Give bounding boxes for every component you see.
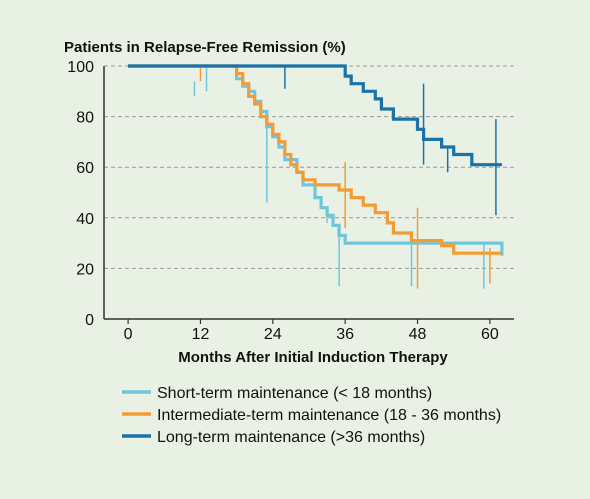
axes <box>103 66 514 320</box>
y-axis-label: Patients in Relapse-Free Remission (%) <box>64 39 346 56</box>
x-tick-label: 60 <box>481 326 499 343</box>
series-line <box>128 64 502 167</box>
x-axis-label: Months After Initial Induction Therapy <box>178 349 448 366</box>
x-tick-label: 0 <box>124 326 133 343</box>
grid-lines <box>104 65 514 269</box>
tick-labels: 0 20 40 60 80 100 0 12 24 36 48 60 <box>67 59 499 343</box>
x-tick-label: 12 <box>192 326 210 343</box>
series-group-0 <box>128 64 504 289</box>
x-tick-label: 48 <box>409 326 427 343</box>
x-tick-label: 36 <box>336 326 354 343</box>
y-tick-label: 20 <box>76 261 94 278</box>
legend-label: Short-term maintenance (< 18 months) <box>157 385 432 402</box>
y-tick-label: 80 <box>76 110 94 127</box>
legend-label: Long-term maintenance (>36 months) <box>157 429 425 446</box>
series-lines <box>128 64 504 289</box>
y-tick-label: 100 <box>67 59 94 76</box>
series-group-1 <box>128 64 502 289</box>
series-line <box>128 64 504 256</box>
legend: Short-term maintenance (< 18 months) Inte… <box>122 385 501 446</box>
series-line <box>128 64 502 255</box>
y-tick-label: 0 <box>85 312 94 329</box>
y-tick-label: 40 <box>76 211 94 228</box>
series-group-2 <box>128 64 502 216</box>
x-tick-label: 24 <box>264 326 282 343</box>
y-tick-label: 60 <box>76 160 94 177</box>
legend-label: Intermediate-term maintenance (18 - 36 m… <box>157 407 501 424</box>
